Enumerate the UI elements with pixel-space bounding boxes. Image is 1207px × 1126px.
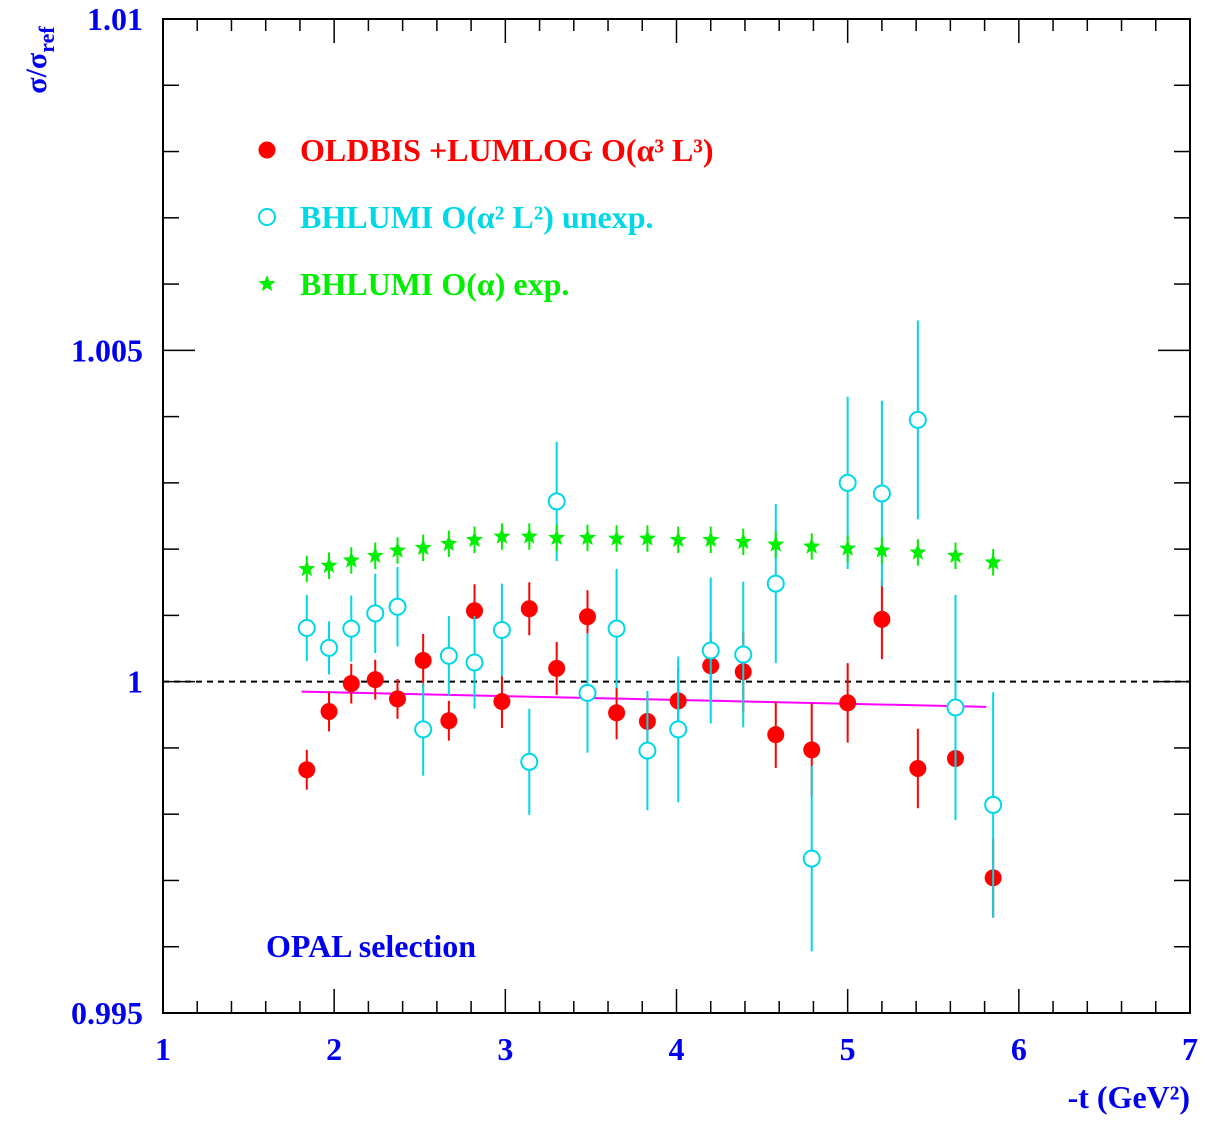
open-marker (701, 641, 720, 660)
star-marker (638, 529, 656, 546)
star-marker (298, 560, 316, 577)
open-marker (520, 752, 539, 771)
x-tick-label: 2 (326, 1031, 342, 1067)
x-tick-label: 7 (1182, 1031, 1198, 1067)
open-marker (342, 619, 361, 638)
open-marker (908, 410, 927, 429)
star-marker (669, 530, 687, 548)
filled-marker (440, 712, 458, 730)
legend-label: OLDBIS +LUMLOG O(α³ L³) (300, 132, 714, 168)
star-marker (342, 551, 360, 568)
open-marker (638, 741, 657, 760)
open-marker (320, 638, 339, 657)
fit-line (301, 690, 987, 708)
star-marker (734, 532, 752, 550)
filled-marker (839, 694, 857, 712)
open-marker (872, 484, 891, 503)
open-marker (946, 698, 965, 717)
star-marker (767, 535, 785, 552)
x-tick-label: 1 (155, 1031, 171, 1067)
y-tick-label: 1.005 (71, 332, 143, 368)
star-marker (414, 538, 432, 556)
y-tick-label: 1.01 (87, 1, 143, 37)
star-marker (946, 546, 965, 563)
legend-label: BHLUMI O(α) exp. (300, 266, 569, 302)
open-marker (734, 645, 753, 664)
open-marker (465, 653, 484, 672)
star-marker (873, 541, 891, 558)
y-axis-label: σ/σref (20, 26, 59, 94)
star-marker (466, 530, 484, 548)
star-marker (548, 528, 566, 546)
filled-marker (298, 761, 316, 779)
star-marker (608, 529, 626, 546)
x-tick-label: 6 (1011, 1031, 1027, 1067)
legend-marker (258, 275, 276, 292)
star-marker (803, 537, 821, 554)
open-marker (366, 604, 385, 623)
legend-marker (258, 208, 276, 226)
star-marker (839, 539, 857, 556)
open-marker (414, 720, 433, 739)
filled-marker (414, 651, 432, 669)
open-marker (669, 720, 688, 739)
star-marker (388, 541, 407, 558)
open-marker (439, 646, 458, 665)
filled-marker (803, 741, 821, 759)
star-marker (493, 527, 511, 544)
star-marker (520, 527, 538, 544)
open-marker (766, 574, 785, 593)
filled-marker (873, 610, 891, 628)
open-marker (984, 795, 1003, 814)
y-label-main: σ/σ (20, 52, 53, 94)
y-label-sub: ref (34, 26, 59, 53)
star-marker (909, 543, 927, 560)
open-marker (388, 597, 407, 616)
y-tick-label: 1 (127, 664, 143, 700)
star-marker (440, 534, 458, 552)
star-marker (702, 530, 720, 548)
filled-marker (320, 702, 338, 720)
filled-marker (342, 675, 360, 693)
x-tick-label: 4 (669, 1031, 685, 1067)
filled-marker (608, 704, 626, 722)
y-tick-label: 0.995 (71, 995, 143, 1031)
filled-marker (388, 690, 406, 708)
annotation: OPAL selection (266, 928, 476, 964)
open-marker (297, 618, 316, 637)
star-marker (984, 553, 1002, 570)
x-axis-label: -t (GeV²) (1068, 1079, 1190, 1115)
star-marker (320, 556, 338, 573)
plot-frame (162, 18, 1191, 1014)
filled-marker (578, 608, 596, 626)
filled-marker (493, 693, 511, 711)
filled-marker (366, 671, 384, 689)
filled-marker (548, 659, 566, 677)
open-marker (547, 492, 566, 511)
legend-label: BHLUMI O(α² L²) unexp. (300, 199, 654, 235)
open-marker (802, 849, 821, 868)
star-marker (366, 546, 384, 563)
open-marker (607, 619, 626, 638)
x-tick-label: 5 (840, 1031, 856, 1067)
filled-marker (520, 600, 538, 618)
open-marker (578, 683, 597, 702)
open-marker (838, 473, 857, 492)
filled-marker (909, 759, 927, 777)
filled-marker (466, 602, 484, 620)
star-marker (578, 528, 597, 546)
open-marker (492, 620, 511, 639)
legend-marker (258, 141, 276, 159)
x-tick-label: 3 (497, 1031, 513, 1067)
filled-marker (767, 726, 785, 744)
